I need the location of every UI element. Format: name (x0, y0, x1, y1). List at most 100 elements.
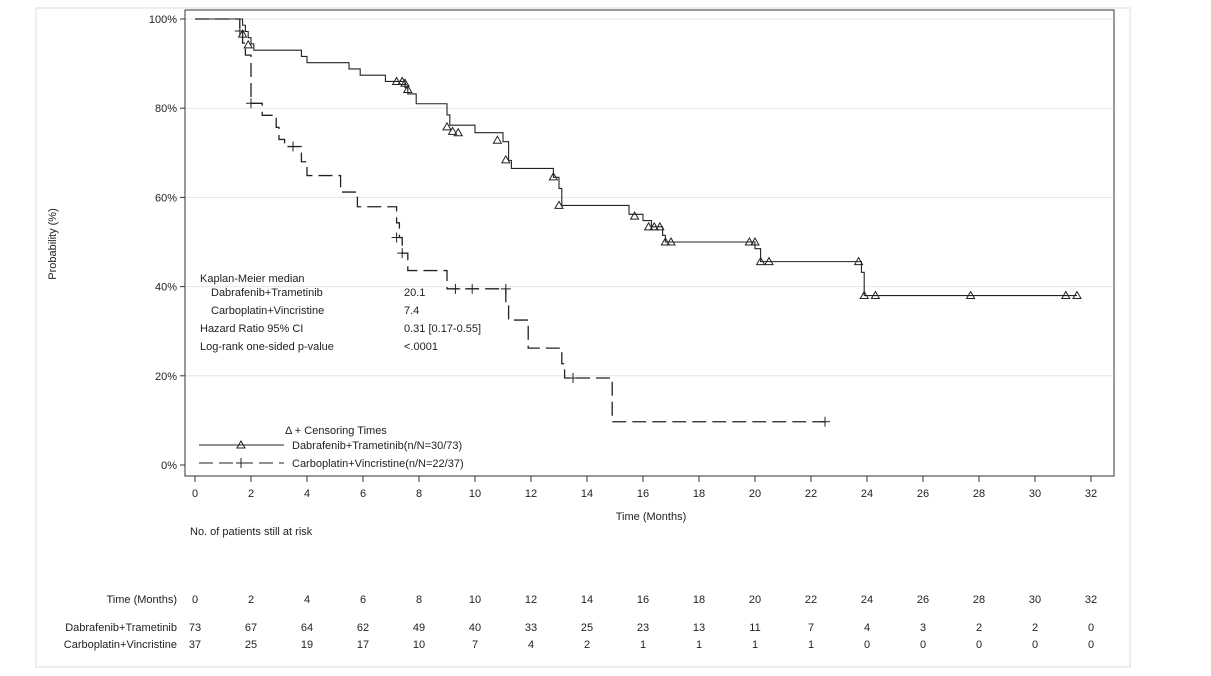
risk-count: 17 (357, 639, 369, 651)
plot-area (184, 9, 1115, 477)
risk-row-label: Dabrafenib+Trametinib (65, 622, 177, 634)
risk-time-label: 10 (469, 594, 481, 606)
risk-count: 4 (528, 639, 534, 651)
risk-count: 19 (301, 639, 313, 651)
risk-time-label: 30 (1029, 594, 1041, 606)
censor-triangle-marker (654, 221, 665, 231)
censor-triangle-marker (1072, 290, 1082, 300)
risk-time-label: 20 (749, 594, 761, 606)
censor-triangle-marker (243, 39, 254, 49)
censor-plus-marker (236, 458, 246, 468)
y-tick-label: 40% (155, 282, 177, 294)
survival-curves (195, 18, 1082, 427)
legend: Δ + Censoring Times Dabrafenib+Trametini… (199, 425, 464, 470)
risk-row-label: Carboplatin+Vincristine (64, 639, 177, 651)
risk-count: 0 (920, 639, 926, 651)
censor-triangle-marker (750, 236, 760, 246)
censor-triangle-marker (666, 236, 676, 246)
risk-count: 1 (752, 639, 758, 651)
x-tick-label: 30 (1029, 488, 1041, 500)
censor-triangle-marker (629, 211, 640, 220)
censor-triangle-marker (400, 78, 410, 87)
x-tick-label: 8 (416, 488, 422, 500)
stats-row-label: Dabrafenib+Trametinib (211, 287, 323, 299)
censor-triangle-marker (643, 221, 654, 231)
risk-table: No. of patients still at risk Time (Mont… (64, 526, 1097, 651)
stats-row-value: 0.31 [0.17-0.55] (404, 323, 481, 335)
risk-count: 1 (696, 639, 702, 651)
risk-count: 0 (976, 639, 982, 651)
stats-row-label: Carboplatin+Vincristine (211, 305, 324, 317)
risk-count: 3 (920, 622, 926, 634)
x-tick-label: 18 (693, 488, 705, 500)
risk-count: 0 (1088, 622, 1094, 634)
risk-count: 67 (245, 622, 257, 634)
censor-triangle-marker (402, 84, 413, 93)
censor-plus-marker (397, 248, 408, 259)
stats-row-label: Hazard Ratio 95% CI (200, 323, 303, 335)
risk-count: 0 (864, 639, 870, 651)
grid-lines (186, 18, 1113, 377)
risk-count: 73 (189, 622, 201, 634)
x-tick-label: 32 (1085, 488, 1097, 500)
censor-triangle-marker (453, 127, 464, 137)
risk-count: 0 (1088, 639, 1094, 651)
risk-time-label: 0 (192, 594, 198, 606)
risk-time-label: 32 (1085, 594, 1097, 606)
risk-count: 1 (808, 639, 814, 651)
y-tick-label: 80% (155, 103, 177, 115)
x-tick-label: 14 (581, 488, 593, 500)
risk-time-label: 22 (805, 594, 817, 606)
censor-plus-marker (391, 232, 402, 243)
risk-count: 2 (1032, 622, 1038, 634)
risk-count: 13 (693, 622, 705, 634)
censor-triangle-marker (853, 256, 864, 266)
risk-count: 40 (469, 622, 481, 634)
risk-count: 2 (976, 622, 982, 634)
x-tick-label: 10 (469, 488, 481, 500)
censor-plus-marker (820, 416, 830, 427)
censor-triangle-marker (554, 200, 564, 209)
censor-triangle-marker (744, 236, 755, 246)
x-tick-label: 0 (192, 488, 198, 500)
censor-plus-marker (288, 141, 298, 152)
censor-plus-marker (450, 283, 461, 294)
censor-triangle-marker (660, 236, 671, 246)
censor-triangle-marker (870, 290, 881, 300)
figure-border (35, 7, 1131, 668)
risk-count: 1 (640, 639, 646, 651)
risk-time-label: 16 (637, 594, 649, 606)
risk-count: 62 (357, 622, 369, 634)
risk-time-label: 8 (416, 594, 422, 606)
censor-triangle-marker (755, 256, 766, 266)
y-tick-label: 20% (155, 371, 177, 383)
legend-title: Δ + Censoring Times (285, 425, 387, 437)
censor-plus-marker (234, 26, 245, 37)
y-tick-label: 60% (155, 192, 177, 204)
x-tick-label: 2 (248, 488, 254, 500)
censor-plus-marker (246, 98, 256, 109)
stats-row-label: Log-rank one-sided p-value (200, 341, 334, 353)
risk-time-label: 12 (525, 594, 537, 606)
censor-triangle-marker (548, 171, 559, 181)
risk-count: 10 (413, 639, 425, 651)
risk-count: 7 (472, 639, 478, 651)
risk-count: 7 (808, 622, 814, 634)
stats-row-value: <.0001 (404, 341, 438, 353)
risk-count: 0 (1032, 639, 1038, 651)
censor-triangle-marker (236, 439, 246, 449)
censor-triangle-marker (391, 76, 402, 85)
risk-count: 2 (584, 639, 590, 651)
risk-header-label: Time (Months) (107, 594, 178, 606)
risk-time-label: 2 (248, 594, 254, 606)
censor-triangle-marker (649, 221, 660, 231)
risk-count: 23 (637, 622, 649, 634)
x-axis-title: Time (Months) (616, 511, 687, 523)
risk-count: 4 (864, 622, 870, 634)
x-tick-label: 24 (861, 488, 873, 500)
censor-triangle-marker (442, 121, 452, 131)
statistics-box: Kaplan-Meier median Dabrafenib+Trametini… (200, 273, 481, 353)
x-tick-label: 4 (304, 488, 310, 500)
risk-count: 33 (525, 622, 537, 634)
y-tick-label: 100% (149, 14, 177, 26)
